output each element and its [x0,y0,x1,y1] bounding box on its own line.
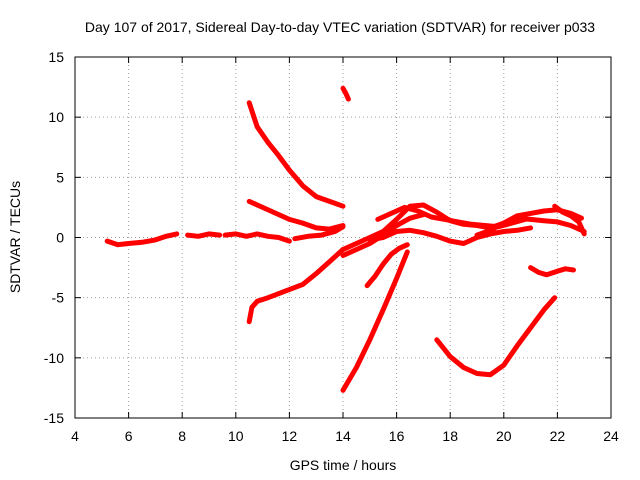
series-track-12 [364,242,410,289]
x-tick-label: 16 [389,428,405,444]
series-track-01 [104,231,180,248]
y-tick-label: 0 [56,230,64,246]
series-track-16 [552,203,587,237]
series-track-18 [528,265,576,278]
x-tick-label: 24 [603,428,619,444]
x-tick-label: 6 [125,428,133,444]
grid [75,57,611,418]
series-track-04 [246,100,346,209]
x-tick-label: 12 [282,428,298,444]
series-track-08 [246,247,346,325]
data-series [104,85,587,393]
x-tick-labels: 4 6 8 10 12 14 16 18 20 22 24 [71,428,619,444]
y-axis-label: SDTVAR / TECUs [7,181,23,293]
series-track-07 [292,224,346,242]
series-track-17 [434,295,558,378]
y-tick-label: 5 [56,169,64,185]
x-tick-label: 10 [228,428,244,444]
x-tick-label: 8 [178,428,186,444]
series-track-02 [185,231,223,239]
series-track-05 [340,85,351,102]
x-tick-label: 20 [496,428,512,444]
chart-title: Day 107 of 2017, Sidereal Day-to-day VTE… [85,19,595,35]
series-track-03 [222,231,292,244]
x-tick-label: 4 [71,428,79,444]
y-tick-label: -5 [52,290,65,306]
y-tick-label: 10 [48,109,64,125]
axis-ticks [74,56,612,419]
y-tick-label: 15 [48,49,64,65]
y-tick-label: -10 [44,350,64,366]
x-axis-label: GPS time / hours [290,457,397,473]
series-track-06 [246,198,346,232]
x-tick-label: 22 [550,428,566,444]
series-track-11 [367,225,534,246]
y-tick-labels: -15 -10 -5 0 5 10 15 [44,49,64,426]
x-tick-label: 18 [442,428,458,444]
series-track-13 [340,249,410,393]
y-tick-label: -15 [44,410,64,426]
x-tick-label: 14 [335,428,351,444]
